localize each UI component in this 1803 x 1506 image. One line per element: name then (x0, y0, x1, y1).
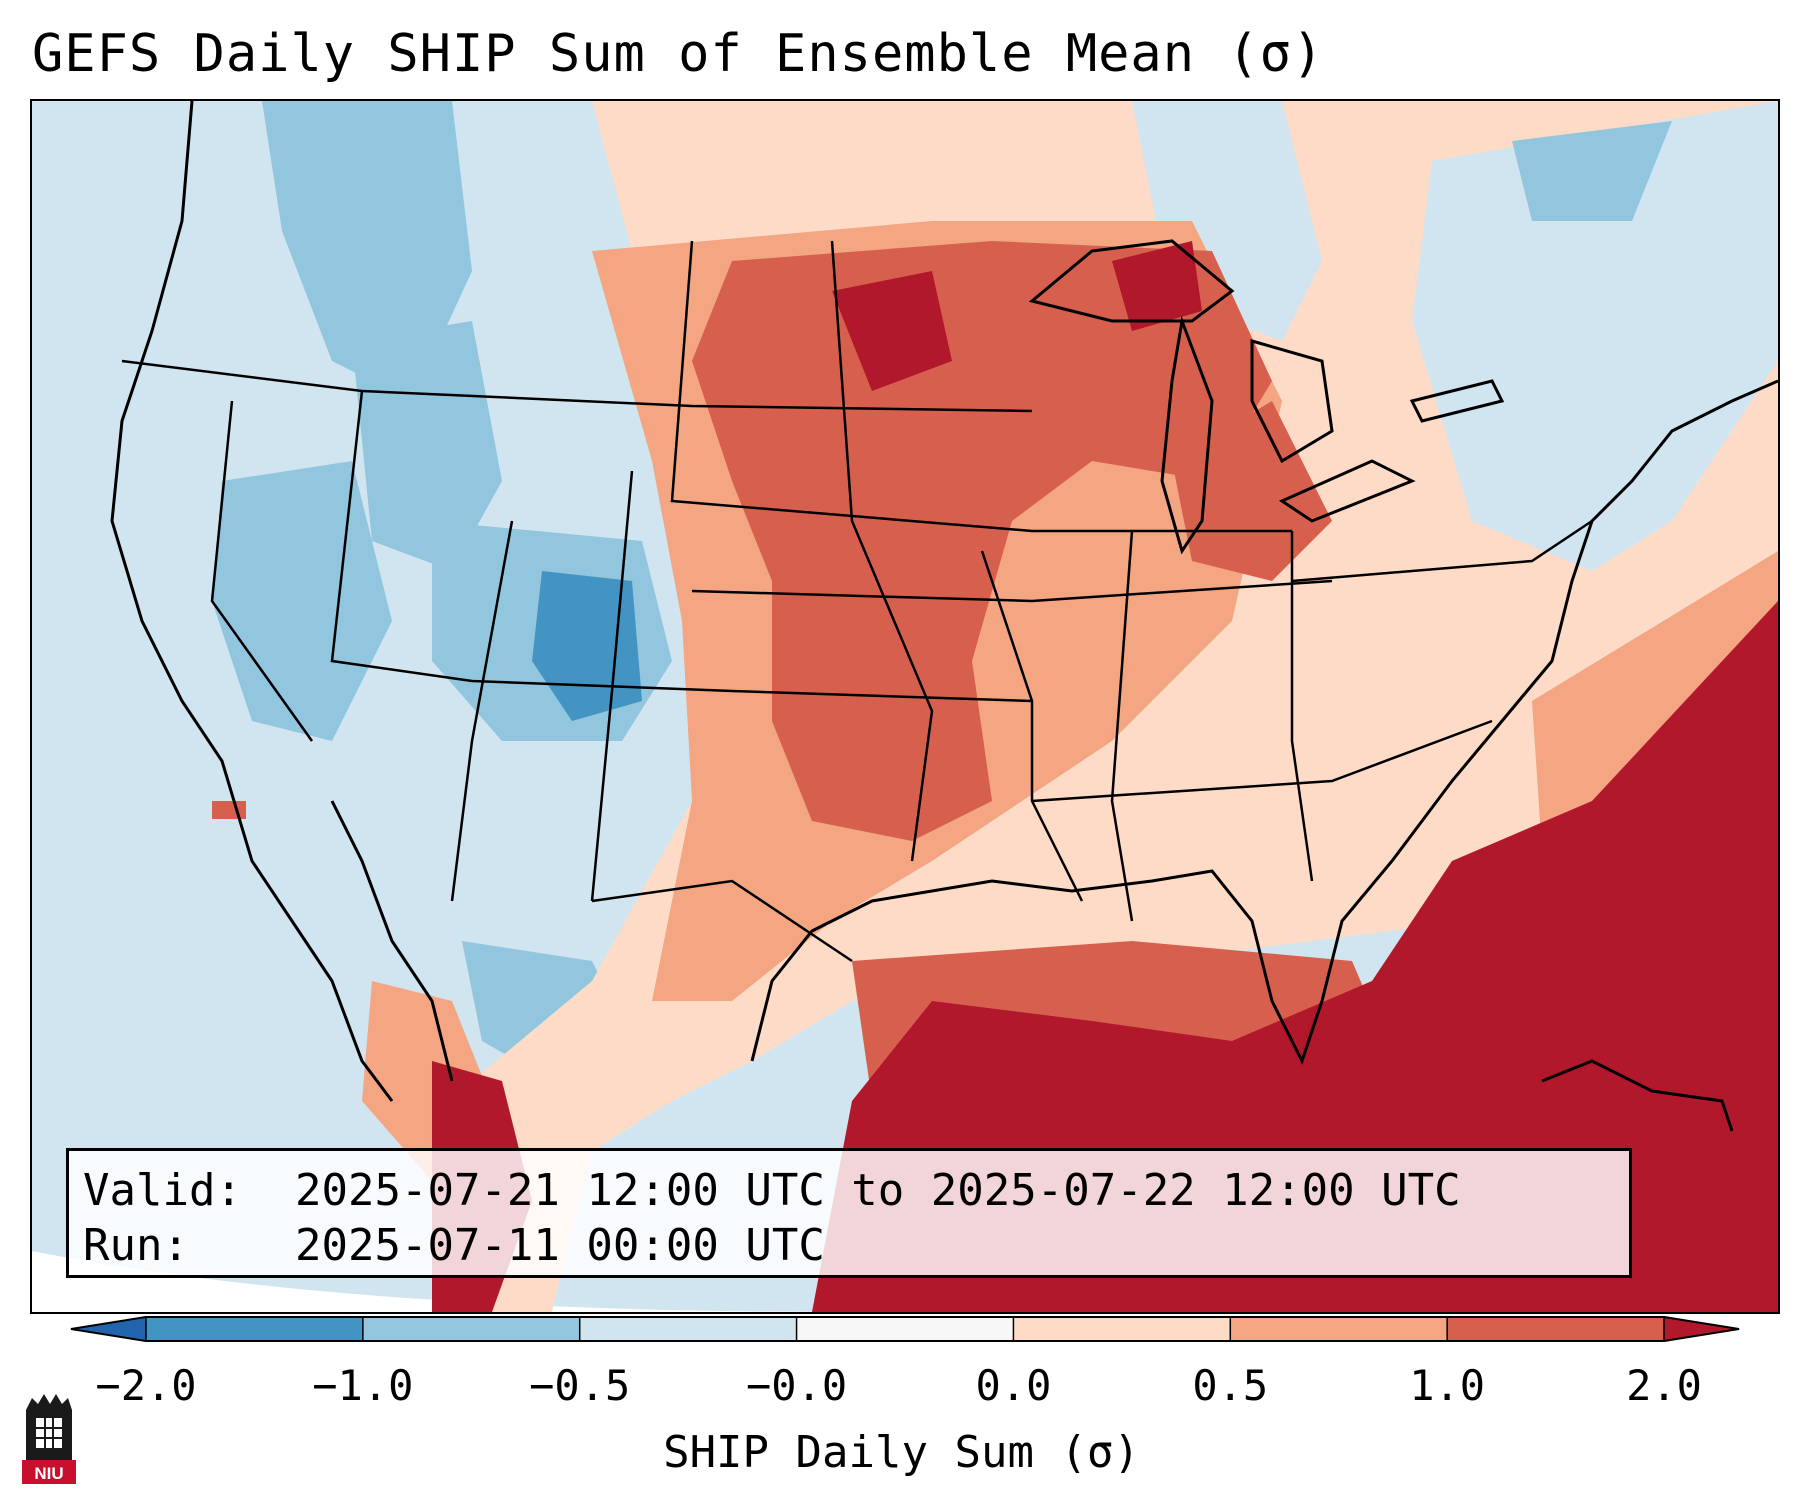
colorbar-tick-label: −2.0 (95, 1361, 197, 1410)
colorbar-bin (796, 1316, 1014, 1342)
logo-text: NIU (34, 1464, 63, 1483)
pacific-pixel (212, 801, 246, 819)
colorbar-svg (70, 1316, 1740, 1342)
niu-logo: NIU (22, 1394, 76, 1484)
pacific-coastline (110, 101, 394, 1102)
colorbar-tick-label: −1.0 (312, 1361, 414, 1410)
quebec-blue-area (1512, 121, 1672, 221)
colorbar-extend-under (70, 1316, 146, 1342)
map-panel (30, 99, 1780, 1314)
page-title: GEFS Daily SHIP Sum of Ensemble Mean (σ) (32, 24, 1325, 84)
border-tn-nc (1031, 719, 1493, 803)
lake-huron (1250, 339, 1334, 464)
run-value: 2025-07-11 00:00 UTC (295, 1220, 825, 1271)
border-pa-ny (1291, 519, 1593, 583)
colorbar-tick-label: −0.5 (529, 1361, 631, 1410)
colorbar-bin (1447, 1316, 1665, 1342)
colorbar-label: SHIP Daily Sum (σ) (663, 1427, 1140, 1478)
border-mississippi-river (980, 550, 1084, 902)
superior-dark-red-area (1112, 241, 1202, 331)
valid-run-info-box: Valid: 2025-07-21 12:00 UTC to 2025-07-2… (66, 1148, 1632, 1278)
caribbean-islands (1541, 1059, 1734, 1132)
logo-window-grid (36, 1418, 62, 1448)
lake-michigan (1160, 315, 1214, 555)
run-label: Run: (83, 1220, 189, 1271)
colorbar-tick-label: 0.5 (1192, 1361, 1269, 1410)
border-nevada-ca (210, 400, 314, 742)
border-ks-mo (691, 579, 1333, 603)
map-svg (32, 101, 1778, 1312)
plains-red-area (692, 241, 1272, 841)
colorbar-bin (1013, 1316, 1231, 1342)
logo-window (36, 1418, 62, 1448)
dakota-dark-red-area (832, 271, 952, 391)
colorbar-tick-label: 0.0 (975, 1361, 1052, 1410)
state-borders (121, 240, 1593, 963)
gulf-atlantic-dark-red-area (812, 601, 1778, 1312)
idaho-blue-area (352, 321, 502, 571)
logo-banner (22, 1460, 76, 1484)
border-lat-37 (330, 390, 1033, 703)
coastlines (110, 101, 1778, 1132)
colorbar-extend-over (1664, 1316, 1740, 1342)
border-az-nm (450, 520, 514, 902)
projection-edge (32, 1251, 832, 1312)
border-ms-al (1110, 530, 1134, 922)
valid-label: Valid: (83, 1165, 242, 1216)
colorbar-tick-label: 2.0 (1626, 1361, 1702, 1410)
colorbar-tick-label: −0.0 (745, 1361, 848, 1410)
lake-superior (1028, 239, 1235, 323)
border-north-1 (121, 359, 1033, 413)
nw-blue-area (262, 101, 472, 401)
gulf-of-california-coastline (330, 800, 454, 1082)
colorbar-ticks: −2.0 −1.0 −0.5 −0.0 0.0 0.5 1.0 2.0 (0, 1360, 1803, 1420)
valid-row: Valid: 2025-07-21 12:00 UTC to 2025-07-2… (83, 1163, 1615, 1218)
colorbar-bin (146, 1316, 364, 1342)
run-row: Run: 2025-07-11 00:00 UTC (83, 1218, 1615, 1273)
colorbar-bin (1230, 1316, 1448, 1342)
colorbar-tick-label: 1.0 (1409, 1361, 1486, 1410)
lake-erie (1278, 459, 1416, 523)
border-mn-ia-mo (830, 240, 934, 862)
colorbar-bin (579, 1316, 798, 1342)
lake-ontario (1409, 379, 1505, 423)
border-nm-co (590, 470, 634, 902)
colorbar-bin (362, 1316, 581, 1342)
border-ga-al (1290, 531, 1314, 882)
border-tx (591, 879, 853, 963)
gulf-atlantic-coastline (750, 379, 1778, 1065)
colorbar (70, 1316, 1740, 1342)
northeast-blue-area (1412, 101, 1778, 571)
valid-value: 2025-07-21 12:00 UTC to 2025-07-22 12:00… (295, 1165, 1461, 1216)
